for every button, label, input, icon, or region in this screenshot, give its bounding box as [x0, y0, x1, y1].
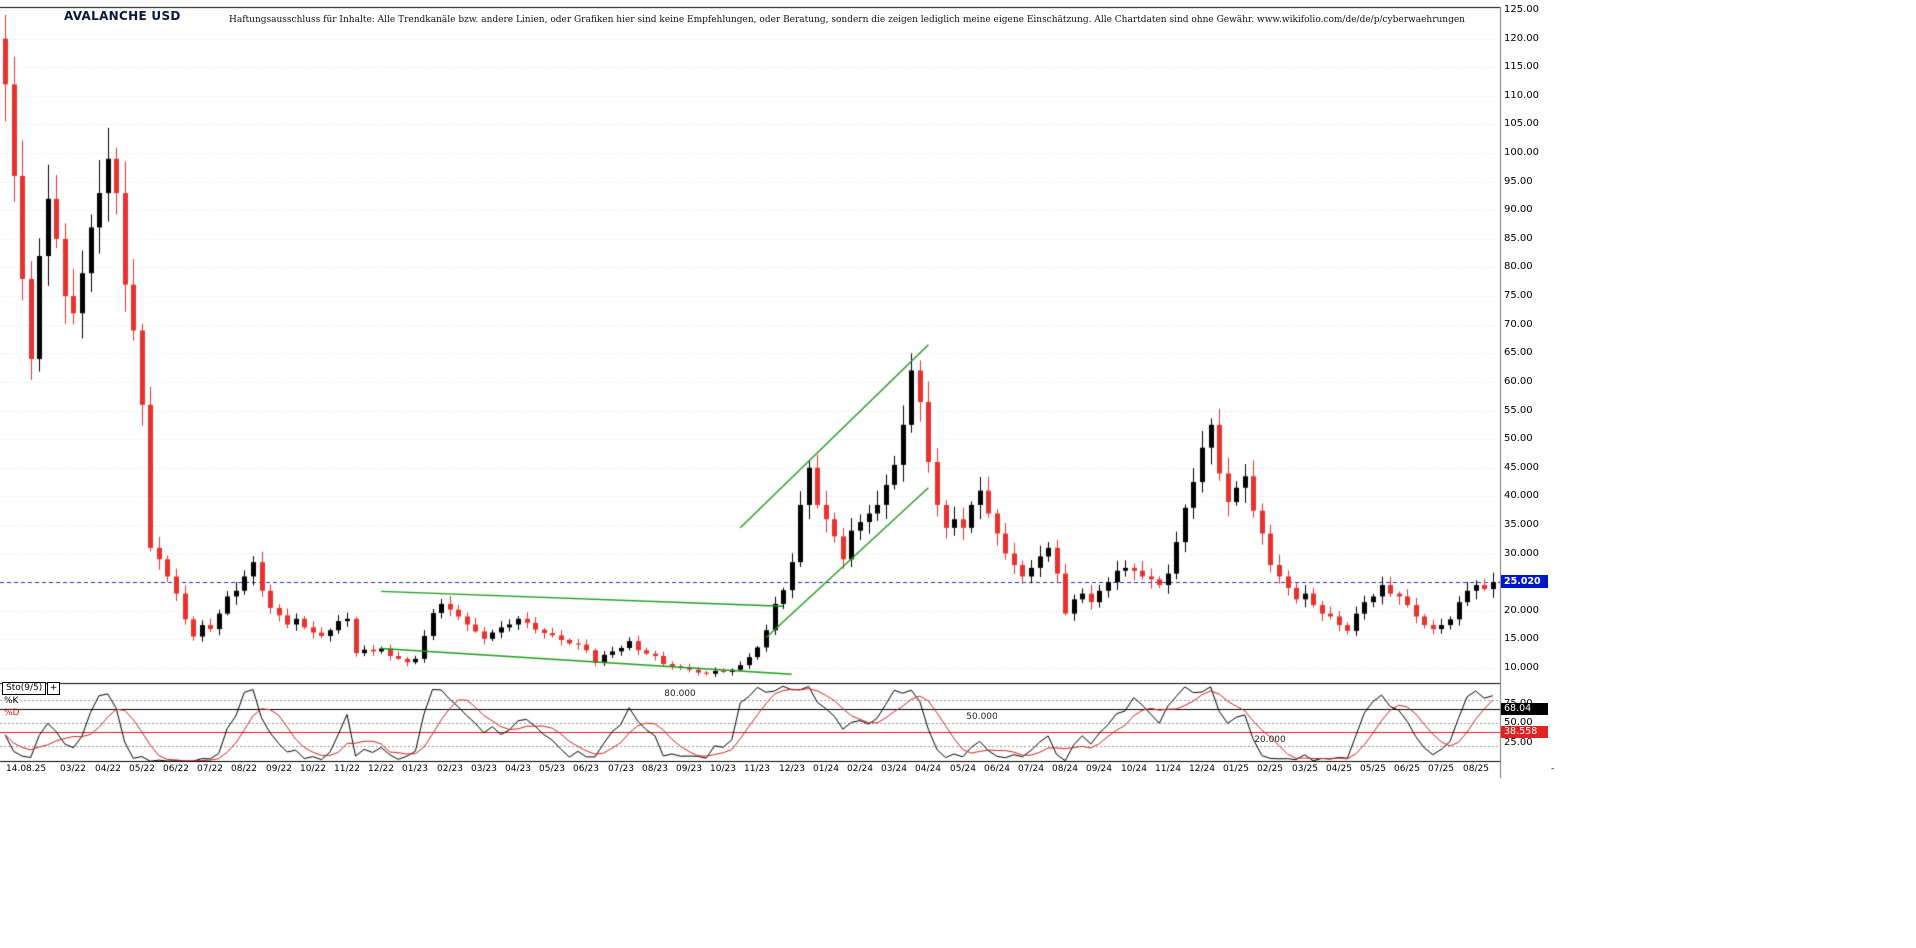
price-axis-label: 115.00 — [1504, 61, 1539, 72]
disclaimer-text: Haftungsausschluss für Inhalte: Alle Tre… — [229, 15, 1465, 25]
x-axis-label: 06/23 — [573, 764, 599, 774]
last-price-tag: 25.020 — [1501, 575, 1548, 588]
x-axis-label: 02/23 — [437, 764, 463, 774]
sto-d-label: %D — [4, 708, 20, 718]
x-axis-label: 07/23 — [608, 764, 634, 774]
price-axis-label: 85.00 — [1504, 233, 1533, 244]
sto-level-label: 50.000 — [966, 712, 998, 722]
x-axis-label: 12/24 — [1189, 764, 1215, 774]
x-axis-label: 12/23 — [779, 764, 805, 774]
x-axis-label: 07/24 — [1018, 764, 1044, 774]
x-axis-label: 04/22 — [95, 764, 121, 774]
sto-k-label: %K — [4, 696, 19, 706]
x-axis-label: 11/24 — [1155, 764, 1181, 774]
sto-level-label: 20.000 — [1254, 735, 1286, 745]
x-axis-label: 09/22 — [266, 764, 292, 774]
sto-level-label: 80.000 — [664, 689, 696, 699]
x-axis-label: 05/25 — [1360, 764, 1386, 774]
sto-add-button[interactable]: + — [47, 682, 60, 695]
price-axis-label: 105.00 — [1504, 118, 1539, 129]
x-axis-label: 08/24 — [1052, 764, 1078, 774]
x-axis-label: 04/23 — [505, 764, 531, 774]
price-axis-label: 80.00 — [1504, 261, 1533, 272]
sto-axis-label: 25.00 — [1504, 737, 1533, 748]
x-axis-label: 10/22 — [300, 764, 326, 774]
x-axis-label: 06/22 — [163, 764, 189, 774]
x-axis-label: 06/24 — [984, 764, 1010, 774]
price-axis-label: 70.00 — [1504, 319, 1533, 330]
sto-axis-label: 50.00 — [1504, 717, 1533, 728]
x-axis-label: 04/24 — [915, 764, 941, 774]
axis-end-label: - — [1551, 764, 1555, 774]
price-axis-label: 35.000 — [1504, 519, 1539, 530]
price-axis-label: 50.00 — [1504, 433, 1533, 444]
x-axis-label: 03/25 — [1292, 764, 1318, 774]
price-axis-label: 75.00 — [1504, 290, 1533, 301]
x-axis-label: 09/23 — [676, 764, 702, 774]
price-axis-label: 30.000 — [1504, 548, 1539, 559]
price-axis-label: 110.00 — [1504, 90, 1539, 101]
instrument-title: AVALANCHE USD — [64, 9, 181, 23]
price-axis-label: 120.00 — [1504, 33, 1539, 44]
x-axis-label: 11/22 — [334, 764, 360, 774]
x-axis-label: 05/24 — [950, 764, 976, 774]
price-axis-label: 95.00 — [1504, 176, 1533, 187]
sto-k-value-tag: 68.04 — [1501, 703, 1548, 715]
price-axis-label: 65.00 — [1504, 347, 1533, 358]
price-axis-label: 125.00 — [1504, 4, 1539, 15]
price-axis-label: 10.000 — [1504, 662, 1539, 673]
price-axis-label: 60.00 — [1504, 376, 1533, 387]
x-axis-label: 04/25 — [1326, 764, 1352, 774]
x-axis-label: 01/24 — [813, 764, 839, 774]
price-axis-label: 45.000 — [1504, 462, 1539, 473]
x-axis-label: 08/22 — [231, 764, 257, 774]
price-axis-label: 55.00 — [1504, 405, 1533, 416]
x-axis-label: 03/22 — [60, 764, 86, 774]
date-stamp: 14.08.25 — [6, 764, 47, 774]
price-axis-label: 20.000 — [1504, 605, 1539, 616]
x-axis-label: 09/24 — [1086, 764, 1112, 774]
x-axis-label: 11/23 — [744, 764, 770, 774]
price-axis-label: 40.000 — [1504, 490, 1539, 501]
x-axis-label: 08/25 — [1463, 764, 1489, 774]
x-axis-label: 08/23 — [642, 764, 668, 774]
price-axis-label: 15.000 — [1504, 633, 1539, 644]
x-axis-label: 02/24 — [847, 764, 873, 774]
x-axis-label: 01/23 — [402, 764, 428, 774]
x-axis-label: 10/23 — [710, 764, 736, 774]
x-axis-label: 10/24 — [1121, 764, 1147, 774]
x-axis-label: 01/25 — [1223, 764, 1249, 774]
x-axis-label: 05/22 — [129, 764, 155, 774]
x-axis-label: 03/23 — [471, 764, 497, 774]
x-axis-label: 06/25 — [1394, 764, 1420, 774]
x-axis-label: 02/25 — [1257, 764, 1283, 774]
x-axis-label: 12/22 — [368, 764, 394, 774]
x-axis-label: 07/25 — [1428, 764, 1454, 774]
sto-d-value-tag: 38.558 — [1501, 726, 1548, 738]
price-axis-label: 100.00 — [1504, 147, 1539, 158]
x-axis-label: 03/24 — [881, 764, 907, 774]
sto-indicator-button[interactable]: Sto(9/5) — [2, 682, 47, 695]
x-axis-label: 05/23 — [539, 764, 565, 774]
x-axis-label: 07/22 — [197, 764, 223, 774]
price-axis-label: 90.00 — [1504, 204, 1533, 215]
